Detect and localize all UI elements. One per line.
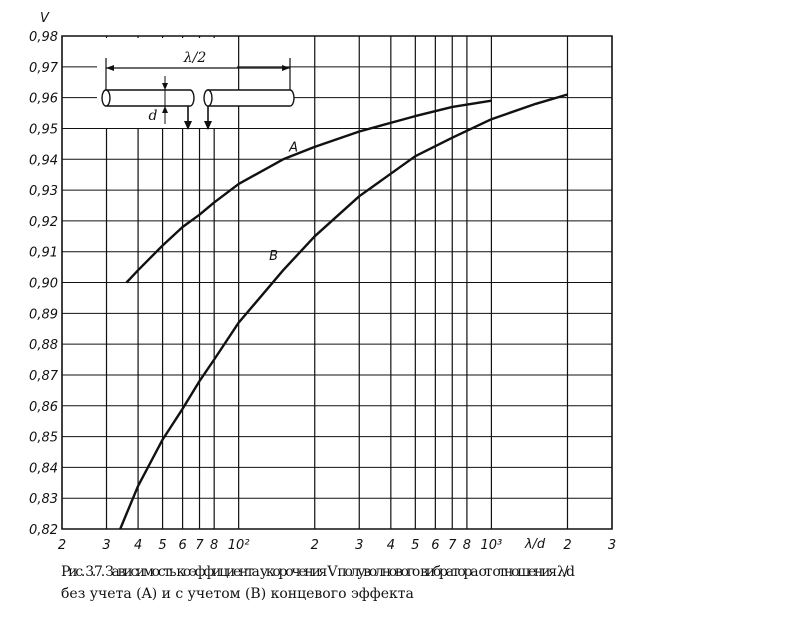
x-tick-label: 7 [195, 538, 204, 553]
dipole-arm [105, 89, 195, 107]
y-tick-label: 0,98 [29, 30, 58, 45]
y-tick-label: 0,86 [29, 400, 58, 415]
curve [125, 99, 492, 284]
y-tick-label: 0,85 [29, 431, 58, 446]
inset-diagram: λ/2 d [97, 38, 295, 130]
y-axis-label: V [40, 11, 50, 26]
y-tick-label: 0,90 [29, 277, 58, 292]
x-tick-label: 5 [411, 538, 419, 553]
y-tick-label: 0,84 [29, 461, 58, 476]
caption: без учета (A) и с учетом (B) концевого э… [61, 586, 414, 602]
dipole-end [203, 89, 213, 107]
x-axis-label: λ/d [524, 537, 546, 552]
y-tick-label: 0,97 [29, 61, 59, 76]
x-tick-label: 7 [448, 538, 457, 553]
x-tick-label: 2 [563, 538, 571, 553]
x-tick-label: 8 [210, 538, 218, 553]
x-tick-label: 10³ [481, 538, 503, 553]
y-tick-label: 0,88 [29, 338, 58, 353]
x-tick-label: 6 [431, 538, 439, 553]
y-tick-label: 0,87 [29, 369, 59, 384]
x-tick-label: 3 [102, 538, 110, 553]
y-tick-label: 0,91 [29, 246, 58, 261]
y-tick-label: 0,96 [29, 92, 58, 107]
x-tick-label: 4 [387, 538, 395, 553]
diameter-arrow [162, 83, 168, 113]
dipole-end [101, 89, 111, 107]
caption: Рис. 3.7. Зависимость коэффициента укоро… [61, 564, 575, 580]
curve [119, 93, 568, 530]
x-tick-label: 3 [608, 538, 616, 553]
x-tick-label: 3 [355, 538, 363, 553]
x-tick-label: 10² [228, 538, 250, 553]
length-label: λ/2 [183, 50, 207, 66]
x-tick-label: 8 [463, 538, 471, 553]
x-tick-label: 2 [311, 538, 319, 553]
y-tick-label: 0,82 [29, 523, 58, 538]
y-tick-label: 0,89 [29, 307, 58, 322]
diameter-label: d [149, 108, 158, 124]
dipole-arm [207, 89, 295, 107]
x-tick-label: 5 [158, 538, 166, 553]
x-tick-label: 2 [58, 538, 66, 553]
y-tick-label: 0,95 [29, 122, 58, 137]
y-tick-label: 0,93 [29, 184, 58, 199]
series-label: B [269, 249, 278, 264]
series-label: A [288, 140, 298, 155]
feed-arrow [184, 121, 212, 130]
x-tick-label: 4 [134, 538, 142, 553]
y-tick-label: 0,92 [29, 215, 58, 230]
y-tick-label: 0,94 [29, 153, 58, 168]
y-tick-label: 0,83 [29, 492, 58, 507]
x-tick-label: 6 [178, 538, 186, 553]
